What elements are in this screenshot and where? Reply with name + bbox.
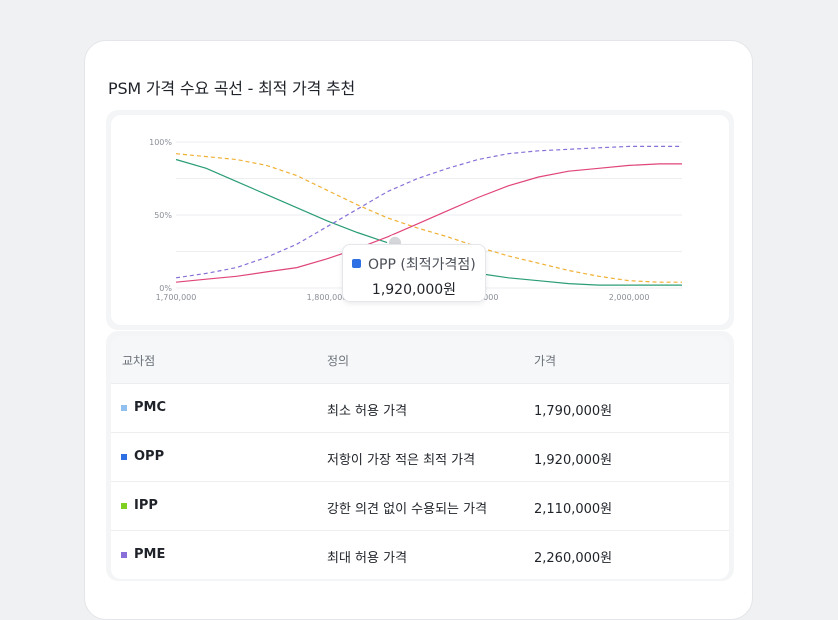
table-row: PMC 최소 허용 가격 1,790,000원 <box>111 384 729 433</box>
row-name: PMC <box>134 400 167 415</box>
table-row: OPP 저항이 가장 적은 최적 가격 1,920,000원 <box>111 433 729 482</box>
card-title: PSM 가격 수요 곡선 - 최적 가격 추천 <box>108 79 356 98</box>
row-name: OPP <box>134 449 165 464</box>
row-color-dot <box>121 405 127 411</box>
table-container: 교차점 정의 가격 PMC 최소 허용 가격 1,790,000원 OPP 저항… <box>106 331 734 581</box>
header-intersection: 교차점 <box>122 354 156 368</box>
row-price: 1,790,000원 <box>534 404 613 419</box>
row-color-dot <box>121 552 127 558</box>
row-color-dot <box>121 503 127 509</box>
y-tick-label: 100% <box>149 138 172 147</box>
header-definition: 정의 <box>327 354 350 368</box>
series-line-4 <box>175 163 682 283</box>
x-tick-label: 2,000,000 <box>609 293 650 302</box>
row-definition: 최대 허용 가격 <box>327 551 408 566</box>
table-row: PME 최대 허용 가격 2,260,000원 <box>111 531 729 579</box>
header-price: 가격 <box>534 354 557 368</box>
psm-card: PSM 가격 수요 곡선 - 최적 가격 추천 0% 50% 100% 1,700,0… <box>84 40 753 620</box>
x-tick-label: 1,800,000 <box>307 293 348 302</box>
row-definition: 저항이 가장 적은 최적 가격 <box>327 453 476 468</box>
row-price: 2,110,000원 <box>534 502 613 517</box>
chart-panel: 0%50%100%1,700,0001,800,0001,900,0002,00… <box>111 115 729 325</box>
psm-line-chart[interactable]: 0%50%100%1,700,0001,800,0001,900,0002,00… <box>111 115 729 325</box>
row-definition: 강한 의견 없이 수용되는 가격 <box>327 502 488 517</box>
row-name: IPP <box>134 498 158 513</box>
row-definition: 최소 허용 가격 <box>327 404 408 419</box>
series-line-1 <box>175 153 682 283</box>
y-tick-label: 0% <box>159 284 172 293</box>
row-price: 2,260,000원 <box>534 551 613 566</box>
intersection-table: 교차점 정의 가격 PMC 최소 허용 가격 1,790,000원 OPP 저항… <box>111 336 729 579</box>
tooltip-value: 1,920,000원 <box>371 282 457 298</box>
row-name: PME <box>134 547 166 562</box>
y-tick-label: 50% <box>154 211 172 220</box>
table-header: 교차점 정의 가격 <box>111 336 729 384</box>
row-color-dot <box>121 454 127 460</box>
tooltip-label: OPP (최적가격점) <box>368 257 476 273</box>
chart-container: 0%50%100%1,700,0001,800,0001,900,0002,00… <box>106 110 734 330</box>
series-line-3 <box>175 145 682 279</box>
chart-tooltip: OPP (최적가격점) 1,920,000원 <box>342 244 486 302</box>
x-tick-label: 1,700,000 <box>156 293 197 302</box>
tooltip-color-swatch <box>352 259 361 268</box>
row-price: 1,920,000원 <box>534 453 613 468</box>
table-row: IPP 강한 의견 없이 수용되는 가격 2,110,000원 <box>111 482 729 531</box>
